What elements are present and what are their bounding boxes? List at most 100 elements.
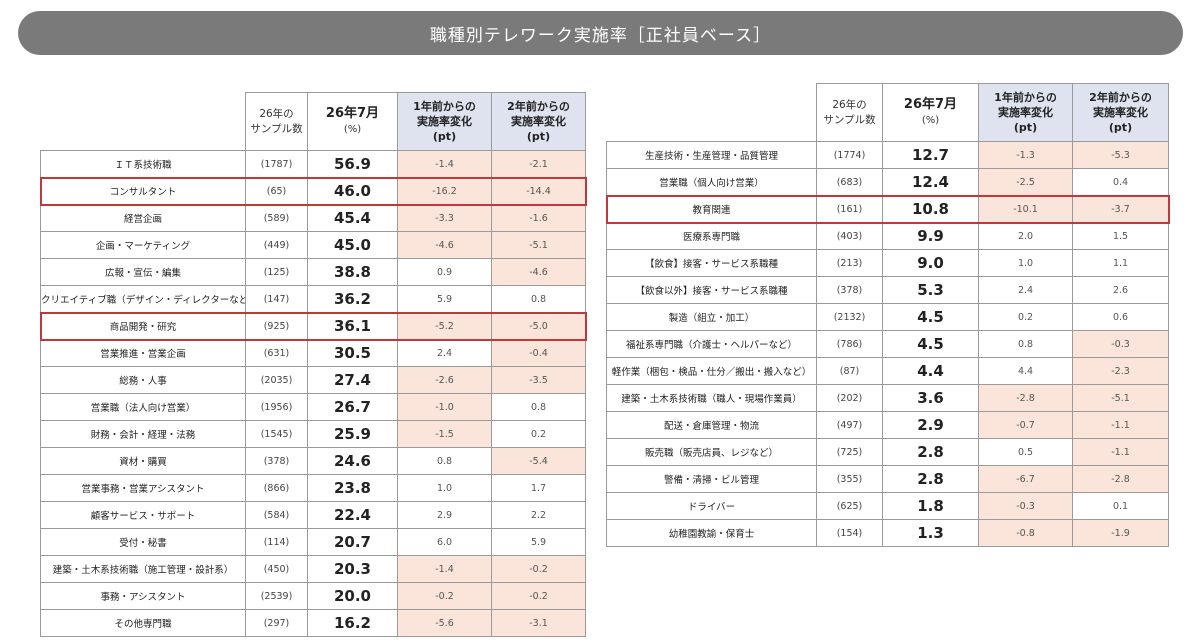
change-1y-cell: 0.8	[978, 330, 1073, 358]
table-row: その他専門職 (297) 16.2 -5.6 -3.1	[40, 609, 586, 637]
rate-cell: 10.8	[882, 195, 979, 223]
change-1y-cell: 0.2	[978, 303, 1073, 331]
rate-cell: 38.8	[307, 258, 398, 286]
change-2y-cell: -0.3	[1072, 330, 1169, 358]
rate-cell: 25.9	[307, 420, 398, 448]
page-title: 職種別テレワーク実施率［正社員ベース］	[429, 25, 772, 46]
header-rate-unit: (%)	[921, 114, 940, 126]
header-change-2y-line3: (pt)	[526, 130, 551, 143]
table-row: 受付・秘書 (114) 20.7 6.0 5.9	[40, 528, 586, 556]
category-cell: 資材・購買	[40, 447, 246, 475]
category-cell: 総務・人事	[40, 366, 246, 394]
change-2y-cell: 0.8	[491, 285, 586, 313]
category-cell: 受付・秘書	[40, 528, 246, 556]
change-2y-cell: -1.1	[1072, 411, 1169, 439]
change-2y-cell: -3.1	[491, 609, 586, 637]
sample-count-cell: (625)	[816, 492, 883, 520]
change-2y-cell: -1.6	[491, 204, 586, 232]
table-row: 企画・マーケティング (449) 45.0 -4.6 -5.1	[40, 231, 586, 259]
sample-count-cell: (725)	[816, 438, 883, 466]
table-row: 経営企画 (589) 45.4 -3.3 -1.6	[40, 204, 586, 232]
header-change-2y-line1: 2年前からの	[1089, 91, 1152, 104]
header-blank	[41, 93, 246, 151]
change-1y-cell: 2.4	[978, 276, 1073, 304]
category-cell: 経営企画	[40, 204, 246, 232]
table-row: 営業職（個人向け営業） (683) 12.4 -2.5 0.4	[606, 168, 1169, 196]
header-rate-label: 26年7月	[325, 105, 380, 121]
change-1y-cell: -1.4	[397, 555, 492, 583]
sample-count-cell: (1956)	[245, 393, 308, 421]
sample-count-cell: (589)	[245, 204, 308, 232]
change-2y-cell: -2.1	[491, 150, 586, 178]
rate-cell: 56.9	[307, 150, 398, 178]
category-cell: 顧客サービス・サポート	[40, 501, 246, 529]
table-row: 軽作業（梱包・検品・仕分／搬出・搬入など） (87) 4.4 4.4 -2.3	[606, 357, 1169, 385]
table-row: 財務・会計・経理・法務 (1545) 25.9 -1.5 0.2	[40, 420, 586, 448]
table-row: 製造（組立・加工） (2132) 4.5 0.2 0.6	[606, 303, 1169, 331]
category-cell: クリエイティブ職（デザイン・ディレクターなど）	[40, 285, 246, 313]
table-row: 顧客サービス・サポート (584) 22.4 2.9 2.2	[40, 501, 586, 529]
rate-cell: 12.7	[882, 141, 979, 169]
header-rate-label: 26年7月	[903, 96, 958, 112]
sample-count-cell: (114)	[245, 528, 308, 556]
rate-cell: 3.6	[882, 384, 979, 412]
category-cell: 営業職（個人向け営業）	[606, 168, 817, 196]
category-cell: 営業推進・営業企画	[40, 339, 246, 367]
change-2y-cell: -0.4	[491, 339, 586, 367]
table-row: 教育関連 (161) 10.8 -10.1 -3.7	[605, 194, 1170, 224]
header-sample-count: 26年の サンプル数	[816, 83, 883, 142]
header-change-1y: 1年前からの 実施率変化 (pt)	[978, 83, 1073, 142]
change-2y-cell: 1.5	[1072, 222, 1169, 250]
table-row: 営業職（法人向け営業） (1956) 26.7 -1.0 0.8	[40, 393, 586, 421]
header-sample-count: 26年の サンプル数	[245, 92, 308, 151]
change-1y-cell: -3.3	[397, 204, 492, 232]
change-2y-cell: -5.1	[491, 231, 586, 259]
change-2y-cell: -14.4	[491, 177, 586, 205]
rate-cell: 36.1	[307, 312, 398, 340]
header-blank	[607, 84, 817, 142]
change-1y-cell: 0.5	[978, 438, 1073, 466]
change-1y-cell: 5.9	[397, 285, 492, 313]
sample-count-cell: (2539)	[245, 582, 308, 610]
sample-count-cell: (786)	[816, 330, 883, 358]
table-row: 配送・倉庫管理・物流 (497) 2.9 -0.7 -1.1	[606, 411, 1169, 439]
change-1y-cell: -1.4	[397, 150, 492, 178]
change-2y-cell: -5.4	[491, 447, 586, 475]
sample-count-cell: (866)	[245, 474, 308, 502]
header-change-2y-line2: 実施率変化	[511, 115, 566, 128]
rate-cell: 5.3	[882, 276, 979, 304]
category-cell: ドライバー	[606, 492, 817, 520]
table-row: 営業事務・営業アシスタント (866) 23.8 1.0 1.7	[40, 474, 586, 502]
sample-count-cell: (584)	[245, 501, 308, 529]
sample-count-cell: (631)	[245, 339, 308, 367]
sample-count-cell: (403)	[816, 222, 883, 250]
change-1y-cell: -10.1	[978, 195, 1073, 223]
header-rate: 26年7月 (%)	[307, 92, 398, 151]
rate-cell: 20.3	[307, 555, 398, 583]
change-2y-cell: -2.3	[1072, 357, 1169, 385]
sample-count-cell: (2132)	[816, 303, 883, 331]
change-2y-cell: -3.7	[1072, 195, 1169, 223]
change-1y-cell: 1.0	[978, 249, 1073, 277]
table-row: 広報・宣伝・編集 (125) 38.8 0.9 -4.6	[40, 258, 586, 286]
category-cell: 医療系専門職	[606, 222, 817, 250]
change-1y-cell: -16.2	[397, 177, 492, 205]
header-change-2y-line3: (pt)	[1108, 121, 1133, 134]
change-2y-cell: 0.8	[491, 393, 586, 421]
change-2y-cell: 0.2	[491, 420, 586, 448]
category-cell: 企画・マーケティング	[40, 231, 246, 259]
category-cell: コンサルタント	[40, 177, 246, 205]
category-cell: 広報・宣伝・編集	[40, 258, 246, 286]
table-body-right: 生産技術・生産管理・品質管理 (1774) 12.7 -1.3 -5.3 営業職（個人向け…	[605, 141, 1170, 547]
change-2y-cell: 1.7	[491, 474, 586, 502]
sample-count-cell: (1774)	[816, 141, 883, 169]
rate-cell: 2.8	[882, 438, 979, 466]
category-cell: ＩＴ系技術職	[40, 150, 246, 178]
header-change-2y-line1: 2年前からの	[507, 100, 570, 113]
change-1y-cell: -2.6	[397, 366, 492, 394]
table-body-left: ＩＴ系技術職 (1787) 56.9 -1.4 -2.1 コンサルタント (65) 46.0-…	[39, 150, 587, 637]
rate-cell: 9.0	[882, 249, 979, 277]
table-row: 建築・土木系技術職（職人・現場作業員） (202) 3.6 -2.8 -5.1	[606, 384, 1169, 412]
rate-cell: 1.8	[882, 492, 979, 520]
change-1y-cell: -1.5	[397, 420, 492, 448]
